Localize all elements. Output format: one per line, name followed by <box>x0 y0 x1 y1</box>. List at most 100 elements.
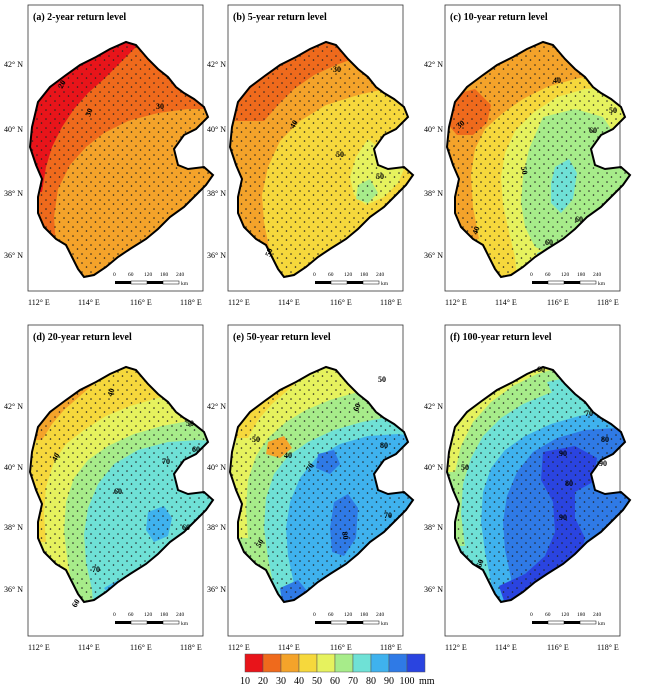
svg-text:118° E: 118° E <box>380 298 402 307</box>
svg-text:40° N: 40° N <box>424 463 443 472</box>
svg-text:120: 120 <box>344 612 353 618</box>
svg-text:km: km <box>381 621 389 627</box>
svg-text:36° N: 36° N <box>207 585 226 594</box>
svg-text:60: 60 <box>328 272 334 278</box>
svg-text:km: km <box>381 281 389 287</box>
svg-text:40° N: 40° N <box>207 125 226 134</box>
lat-ticks: 42° N 40° N 38° N 36° N <box>207 402 226 594</box>
contour-label: 30 <box>455 118 467 130</box>
contour-label: 50 <box>252 435 260 444</box>
svg-text:116° E: 116° E <box>547 643 569 652</box>
svg-text:114° E: 114° E <box>78 298 100 307</box>
svg-text:116° E: 116° E <box>330 298 352 307</box>
colorbar-tick-label: 10 <box>240 676 250 687</box>
panel-title: (c) 10-year return level <box>450 12 548 23</box>
contour-label: 60 <box>537 365 545 374</box>
svg-text:180: 180 <box>360 612 369 618</box>
contour-label: 60 <box>182 523 190 532</box>
contour-label: 40 <box>50 452 62 463</box>
colorbar-tick-label: 20 <box>258 676 268 687</box>
contour-label: 40 <box>470 225 481 236</box>
svg-text:42° N: 42° N <box>424 60 443 69</box>
svg-text:0: 0 <box>530 612 533 618</box>
lat-ticks: 42° N 40° N 38° N 36° N <box>4 402 23 594</box>
svg-text:0: 0 <box>113 612 116 618</box>
contour-label: 70 <box>585 409 593 418</box>
svg-text:112° E: 112° E <box>445 643 467 652</box>
contour-label: 60 <box>70 598 82 609</box>
colorbar-unit: mm <box>419 676 435 687</box>
contour-label: 70 <box>384 511 392 520</box>
svg-text:240: 240 <box>376 272 385 278</box>
contour-label: 50 <box>378 375 386 384</box>
contour-label: 20 <box>56 79 68 90</box>
svg-text:36° N: 36° N <box>424 585 443 594</box>
lon-ticks: 112° E 114° E 116° E 118° E <box>445 643 619 652</box>
colorbar-swatch <box>352 653 372 673</box>
colorbar-tick-label: 90 <box>384 676 394 687</box>
svg-text:112° E: 112° E <box>445 298 467 307</box>
svg-text:38° N: 38° N <box>4 523 23 532</box>
svg-text:38° N: 38° N <box>424 189 443 198</box>
panel-title: (d) 20-year return level <box>33 332 132 343</box>
colorbar-swatch <box>370 653 390 673</box>
panel-title: (a) 2-year return level <box>33 12 126 23</box>
svg-text:112° E: 112° E <box>28 298 50 307</box>
svg-text:38° N: 38° N <box>424 523 443 532</box>
svg-text:38° N: 38° N <box>4 189 23 198</box>
svg-text:180: 180 <box>577 612 586 618</box>
panel-a: (a) 2-year return level 30 30 20 0 60 12… <box>4 4 214 307</box>
svg-text:114° E: 114° E <box>278 643 300 652</box>
svg-text:40° N: 40° N <box>207 463 226 472</box>
svg-text:118° E: 118° E <box>180 298 202 307</box>
panel-title: (e) 50-year return level <box>233 332 331 343</box>
contour-label: 50 <box>336 150 344 159</box>
svg-text:km: km <box>598 281 606 287</box>
colorbar-tick-label: 80 <box>366 676 376 687</box>
svg-text:120: 120 <box>344 272 353 278</box>
colorbar-swatch <box>316 653 336 673</box>
contour-label: 30 <box>156 102 164 111</box>
svg-text:114° E: 114° E <box>278 298 300 307</box>
contour-label: 60 <box>192 445 200 454</box>
contour-label: 30 <box>83 107 94 118</box>
svg-text:km: km <box>181 621 189 627</box>
contour-label: 60 <box>589 126 597 135</box>
svg-text:60: 60 <box>545 272 551 278</box>
panel-c: (c) 10-year return level 40 50 30 60 50 … <box>424 4 631 307</box>
contour-label: 60 <box>575 215 583 224</box>
contour-label: 50 <box>263 247 274 258</box>
svg-text:60: 60 <box>128 612 134 618</box>
svg-text:180: 180 <box>160 612 169 618</box>
svg-text:36° N: 36° N <box>424 251 443 260</box>
lon-ticks: 112° E 114° E 116° E 118° E <box>228 298 402 307</box>
contour-label: 90 <box>559 449 567 458</box>
svg-text:40° N: 40° N <box>424 125 443 134</box>
svg-text:112° E: 112° E <box>28 643 50 652</box>
svg-text:112° E: 112° E <box>228 298 250 307</box>
svg-text:116° E: 116° E <box>330 643 352 652</box>
contour-label: 40 <box>553 76 561 85</box>
svg-text:42° N: 42° N <box>207 60 226 69</box>
contour-label: 40 <box>288 119 300 130</box>
svg-text:120: 120 <box>561 612 570 618</box>
svg-text:120: 120 <box>144 272 153 278</box>
svg-text:118° E: 118° E <box>597 643 619 652</box>
svg-text:116° E: 116° E <box>130 643 152 652</box>
svg-text:180: 180 <box>577 272 586 278</box>
contour-label: 80 <box>380 441 388 450</box>
scale-bar: 0 60 120 180 240 km <box>113 612 189 627</box>
svg-text:60: 60 <box>545 612 551 618</box>
colorbar-swatch <box>388 653 408 673</box>
contour-label: 50 <box>376 172 384 181</box>
lon-ticks: 112° E 114° E 116° E 118° E <box>28 643 202 652</box>
svg-text:42° N: 42° N <box>207 402 226 411</box>
svg-text:38° N: 38° N <box>207 189 226 198</box>
svg-text:40° N: 40° N <box>4 125 23 134</box>
svg-text:116° E: 116° E <box>130 298 152 307</box>
contour-label: 60 <box>351 402 362 413</box>
contour-label: 50 <box>609 106 617 115</box>
contour-label: 70 <box>92 565 100 574</box>
svg-text:42° N: 42° N <box>424 402 443 411</box>
